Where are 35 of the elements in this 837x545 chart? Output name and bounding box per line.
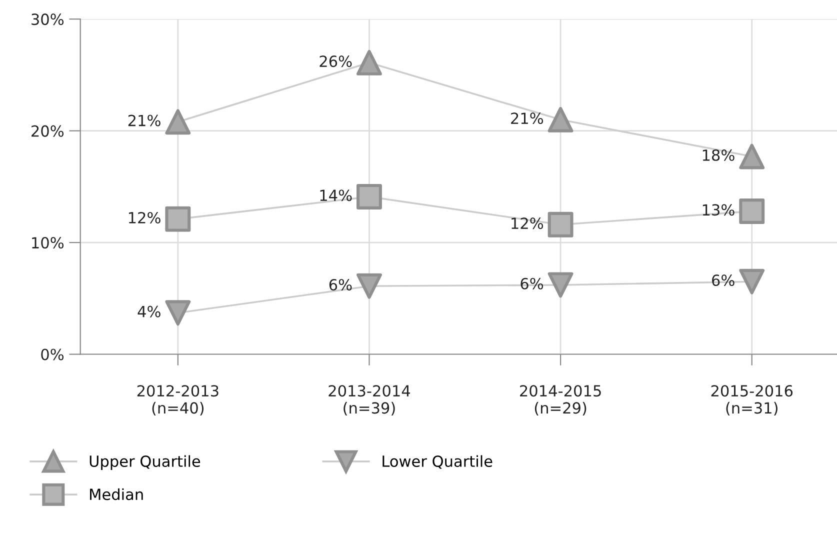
y-tick-label: 0% xyxy=(41,348,64,360)
point xyxy=(739,198,765,224)
data-label: 6% xyxy=(712,274,734,286)
point xyxy=(739,144,765,170)
data-label: 14% xyxy=(320,190,352,202)
data-label: 12% xyxy=(512,218,544,230)
y-tick-label: 30% xyxy=(32,14,64,26)
point xyxy=(739,268,765,294)
data-label: 21% xyxy=(511,112,544,124)
point xyxy=(356,273,382,299)
data-label: 13% xyxy=(702,204,734,216)
x-tick-label: 2012-2013 (n=40) xyxy=(137,385,218,416)
point xyxy=(548,212,574,238)
data-label: 26% xyxy=(320,56,352,68)
x-tick-label: 2014-2015 (n=29) xyxy=(520,385,601,416)
point xyxy=(356,50,382,76)
x-tick-label: 2013-2014 (n=39) xyxy=(328,385,410,416)
data-label: 18% xyxy=(702,149,734,161)
data-label: 6% xyxy=(520,278,544,290)
x-tick-label: 2015-2016 (n=31) xyxy=(711,385,793,416)
point xyxy=(165,109,191,135)
point xyxy=(548,106,574,132)
legend-label: Upper Quartile xyxy=(90,455,200,470)
legend-label: Median xyxy=(90,488,143,500)
point xyxy=(548,272,574,298)
y-tick-label: 10% xyxy=(32,236,64,249)
data-label: 21% xyxy=(128,114,160,126)
data-label: 4% xyxy=(138,306,160,318)
legend-label: Lower Quartile xyxy=(382,455,492,469)
point xyxy=(356,184,382,210)
data-label: 6% xyxy=(329,278,352,291)
y-tick-label: 20% xyxy=(32,125,64,137)
data-label: 12% xyxy=(128,212,160,224)
point xyxy=(165,300,191,326)
point xyxy=(165,206,191,232)
